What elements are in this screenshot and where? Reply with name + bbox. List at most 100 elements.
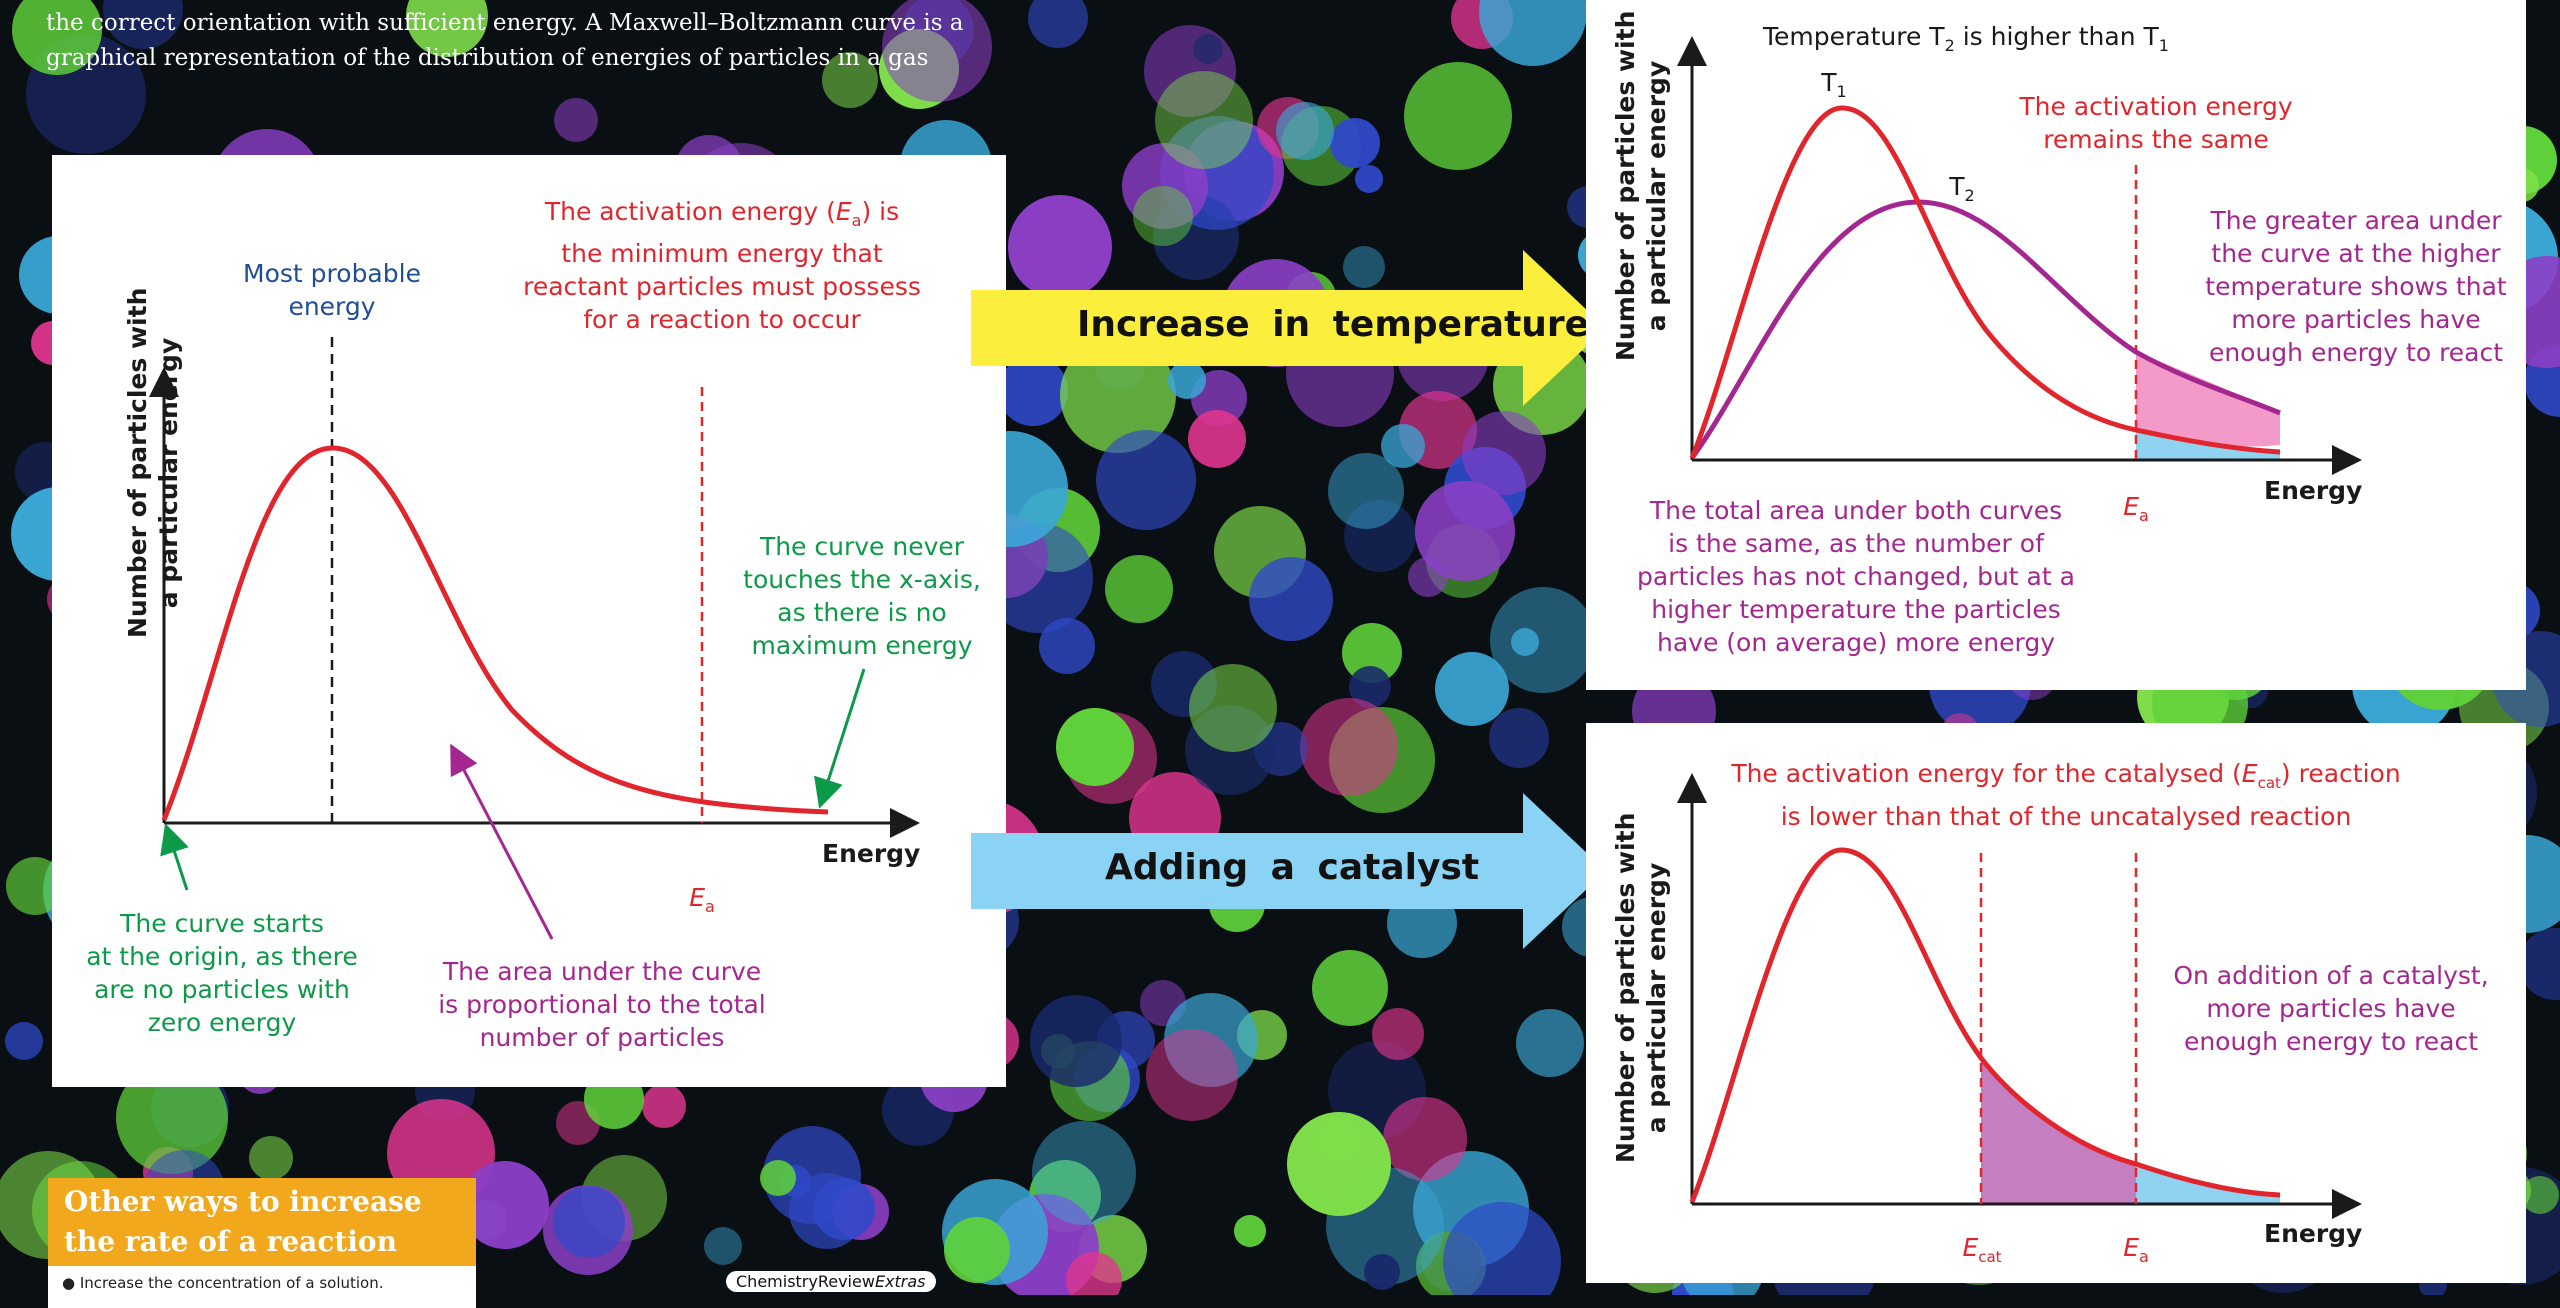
background-particle: [461, 1161, 549, 1249]
background-particle: [1234, 1215, 1266, 1247]
temp-pink-area: [2136, 352, 2280, 447]
background-particle: [760, 1160, 796, 1196]
background-particle: [1349, 666, 1391, 708]
background-particle: [1056, 708, 1134, 786]
activation-energy-definition: The activation energy (Ea) is the minimu…: [523, 197, 921, 334]
background-particle: [882, 0, 992, 102]
background-particle: [1155, 71, 1253, 169]
background-particle: [1372, 1008, 1424, 1060]
cat-curve: [1689, 847, 2281, 1203]
background-particle: [1435, 652, 1509, 726]
temp-ea-label: Ea: [2123, 492, 2149, 525]
other-ways-title: Other ways to increase the rate of a rea…: [48, 1178, 476, 1266]
background-particle: [1343, 246, 1385, 288]
temp-y-label: Number of particles with a particular en…: [1611, 10, 1671, 361]
background-particle: [1511, 628, 1539, 656]
background-particle: [1383, 1097, 1467, 1181]
t1-curve: [1689, 105, 2281, 459]
temperature-arrow: Increase in temperature: [971, 250, 1606, 406]
background-particle: [1443, 1202, 1561, 1295]
background-particle: [1188, 410, 1246, 468]
most-probable-label: Most probable energy: [243, 259, 421, 321]
background-particle: [1516, 1009, 1584, 1077]
background-particle: [1066, 1252, 1122, 1295]
background-particle: [1193, 34, 1223, 64]
background-particle: [1189, 664, 1277, 752]
background-particle: [983, 523, 1093, 633]
background-particle: [1355, 165, 1383, 193]
temperature-curves-svg: [1677, 36, 2362, 475]
background-particle: [1133, 186, 1193, 246]
main-y-label: Number of particles with a particular en…: [123, 287, 183, 638]
main-ea-label: Ea: [689, 883, 715, 916]
background-particle: [406, 0, 488, 57]
background-particle: [813, 1178, 875, 1240]
publisher-credit: ChemistryReviewExtras: [726, 1271, 936, 1292]
t2-label: T2: [1949, 172, 1975, 205]
background-particle: [1028, 0, 1088, 48]
background-particle: [1008, 195, 1112, 299]
background-particle: [1300, 698, 1398, 796]
temp-title: Temperature T2 is higher than T1: [1763, 22, 2169, 55]
background-particle: [2519, 928, 2560, 1000]
t1-label: T1: [1821, 68, 1847, 101]
t2-curve: [1689, 199, 2281, 460]
background-particle: [1122, 143, 1208, 229]
background-particle: [1287, 1112, 1391, 1216]
cat-x-label: Energy: [2264, 1219, 2363, 1248]
background-particle: [822, 52, 878, 108]
background-particle: [1105, 555, 1173, 623]
background-particle: [6, 857, 64, 915]
area-note: The area under the curve is proportional…: [438, 957, 766, 1052]
intro-line-2: graphical representation of the distribu…: [46, 45, 929, 71]
temp-greater-area-note: The greater area under the curve at the …: [2205, 206, 2507, 367]
background-particle: [1276, 102, 1334, 160]
background-particle: [5, 1022, 43, 1060]
background-particle: [1249, 557, 1333, 641]
temp-total-area-note: The total area under both curves is the …: [1637, 496, 2075, 657]
background-particle: [1168, 361, 1206, 399]
temperature-panel: Temperature T2 is higher than T1 T1 T2 T…: [1586, 0, 2526, 690]
catalyst-title: The activation energy for the catalysed …: [1731, 759, 2401, 831]
intro-text: the correct orientation with sufficient …: [46, 6, 1006, 76]
origin-note: The curve starts at the origin, as there…: [86, 909, 358, 1037]
main-curve-svg: [149, 337, 920, 940]
background-particle: [1462, 411, 1546, 495]
background-particle: [12, 0, 102, 75]
background-particle: [704, 1227, 742, 1265]
background-particle: [998, 356, 1068, 426]
background-particle: [1381, 424, 1425, 468]
background-particle: [553, 1186, 625, 1258]
intro-line-1: the correct orientation with sufficient …: [46, 10, 964, 36]
background-particle: [103, 0, 183, 49]
catalyst-addition-note: On addition of a catalyst, more particle…: [2173, 961, 2489, 1056]
background-particle: [1489, 708, 1549, 768]
background-particle: [1479, 0, 1587, 66]
background-particle: [944, 1217, 1010, 1283]
cat-y-label: Number of particles with a particular en…: [1611, 812, 1671, 1163]
background-particle: [1039, 618, 1095, 674]
background-particle: [249, 1136, 293, 1180]
other-ways-box: Other ways to increase the rate of a rea…: [48, 1178, 476, 1308]
temp-x-label: Energy: [2264, 476, 2363, 505]
background-particle: [1030, 995, 1122, 1087]
background-particle: [1312, 950, 1388, 1026]
area-pointer: [450, 743, 554, 940]
start-pointer: [160, 823, 189, 891]
main-maxwell-boltzmann-panel: Number of particles with a particular en…: [52, 155, 1006, 1087]
other-ways-item: ● Increase the concentration of a soluti…: [62, 1274, 384, 1292]
background-particle: [642, 1084, 686, 1128]
temp-activation-note: The activation energy remains the same: [2019, 92, 2293, 154]
catalyst-arrow-label: Adding a catalyst: [1105, 847, 1480, 888]
background-particle: [1364, 1254, 1400, 1290]
never-touches-note: The curve never touches the x-axis, as t…: [743, 532, 981, 660]
cat-ea-label: Ea: [2123, 1233, 2149, 1266]
never-pointer: [814, 668, 866, 809]
background-particle: [1096, 430, 1196, 530]
background-particle: [1032, 1121, 1136, 1225]
background-particle: [116, 1062, 228, 1174]
background-particle: [554, 98, 598, 142]
background-particle: [1415, 481, 1515, 581]
catalyst-arrow: Adding a catalyst: [971, 793, 1606, 949]
background-particle: [1328, 453, 1404, 529]
